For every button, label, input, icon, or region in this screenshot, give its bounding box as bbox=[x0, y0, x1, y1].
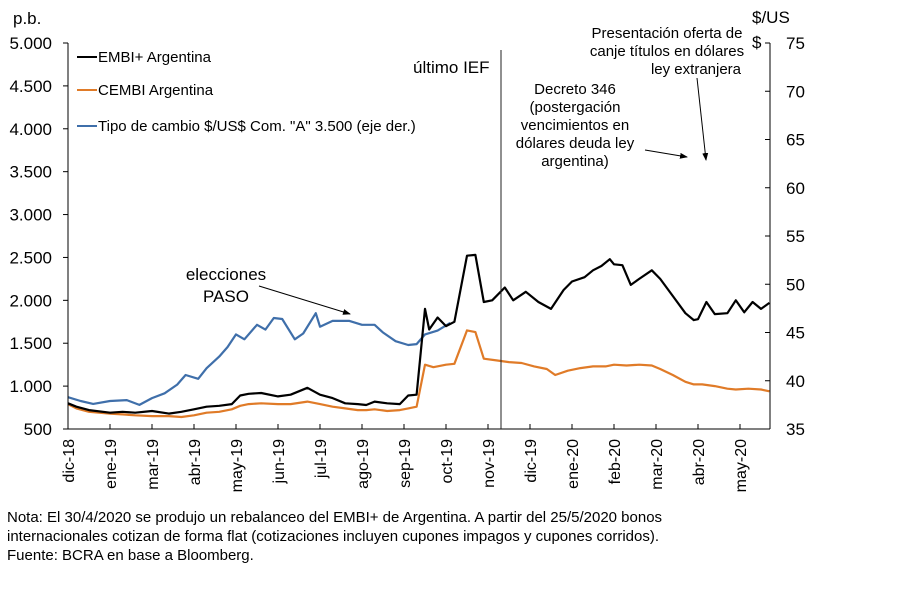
annotation-paso-arrow bbox=[258, 285, 351, 315]
x-tick-label: abr-20 bbox=[691, 439, 708, 485]
legend-label-fx: Tipo de cambio $/US$ Com. "A" 3.500 (eje… bbox=[98, 118, 416, 135]
x-tick-label: abr-19 bbox=[187, 439, 204, 485]
annotation-canje: Presentación oferta de canje títulos en … bbox=[590, 25, 744, 161]
left-tick-label: 1.500 bbox=[9, 334, 52, 353]
left-axis-title: p.b. bbox=[13, 9, 41, 28]
left-tick-label: 2.500 bbox=[9, 248, 52, 267]
x-tick-label: jun-19 bbox=[271, 439, 288, 485]
right-axis: 35 40 45 50 55 60 65 70 75 bbox=[765, 34, 805, 439]
series-line-fx bbox=[67, 312, 451, 406]
annotation-decreto-line4: dólares deuda ley bbox=[516, 135, 635, 152]
right-tick-label: 60 bbox=[786, 179, 805, 198]
left-tick-label: 500 bbox=[24, 420, 52, 439]
right-tick-label: 35 bbox=[786, 420, 805, 439]
x-tick-label: feb-20 bbox=[607, 439, 624, 484]
x-tick-label: ene-19 bbox=[103, 439, 120, 489]
right-axis-title-line2: $ bbox=[752, 33, 762, 52]
series-layer bbox=[67, 253, 771, 419]
annotation-paso-line1: elecciones bbox=[186, 265, 266, 284]
annotation-canje-arrow bbox=[696, 77, 709, 161]
x-axis: dic-18 ene-19 mar-19 abr-19 may-19 jun-19 jul-… bbox=[61, 424, 750, 492]
right-tick-label: 40 bbox=[786, 372, 805, 391]
chart-notes: Nota: El 30/4/2020 se produjo un rebalan… bbox=[7, 508, 907, 565]
note-line-1: Nota: El 30/4/2020 se produjo un rebalan… bbox=[7, 509, 663, 526]
left-tick-label: 3.000 bbox=[9, 206, 52, 225]
x-tick-label: mar-19 bbox=[145, 439, 162, 490]
annotation-decreto: Decreto 346 (postergación vencimientos e… bbox=[516, 81, 688, 170]
annotation-decreto-line1: Decreto 346 bbox=[534, 81, 616, 98]
annotation-paso: elecciones PASO bbox=[186, 265, 351, 315]
left-tick-label: 2.000 bbox=[9, 291, 52, 310]
annotation-decreto-line2: (postergación bbox=[530, 99, 621, 116]
x-tick-label: ago-19 bbox=[355, 439, 372, 489]
right-tick-label: 50 bbox=[786, 275, 805, 294]
x-tick-label: may-19 bbox=[229, 439, 246, 492]
annotation-ultimo-ief: último IEF bbox=[413, 58, 490, 77]
left-tick-label: 1.000 bbox=[9, 377, 52, 396]
annotation-decreto-line3: vencimientos en bbox=[521, 117, 629, 134]
right-tick-label: 75 bbox=[786, 34, 805, 53]
annotation-decreto-line5: argentina) bbox=[541, 153, 609, 170]
left-tick-label: 4.500 bbox=[9, 77, 52, 96]
x-tick-label: jul-19 bbox=[313, 439, 330, 479]
x-tick-label: ene-20 bbox=[565, 439, 582, 489]
right-tick-label: 55 bbox=[786, 227, 805, 246]
annotation-canje-line2: canje títulos en dólares bbox=[590, 43, 744, 60]
left-tick-label: 3.500 bbox=[9, 163, 52, 182]
left-tick-label: 5.000 bbox=[9, 34, 52, 53]
chart: p.b. $/US $ 500 1.000 1.500 2.000 2.500 3.000… bbox=[9, 8, 805, 492]
left-axis: 500 1.000 1.500 2.000 2.500 3.000 3.500 4.000 4.… bbox=[9, 34, 68, 439]
x-tick-label: oct-19 bbox=[439, 439, 456, 484]
annotation-paso-line2: PASO bbox=[203, 287, 249, 306]
annotation-decreto-arrow bbox=[644, 149, 688, 159]
right-tick-label: 65 bbox=[786, 131, 805, 150]
x-tick-label: dic-18 bbox=[61, 439, 78, 483]
x-tick-label: sep-19 bbox=[397, 439, 414, 488]
legend: EMBI+ Argentina CEMBI Argentina Tipo de … bbox=[77, 49, 416, 135]
right-axis-title-line1: $/US bbox=[752, 8, 790, 27]
note-line-3: Fuente: BCRA en base a Bloomberg. bbox=[7, 547, 254, 564]
legend-label-cembi: CEMBI Argentina bbox=[98, 82, 214, 99]
annotation-canje-line3: ley extranjera bbox=[651, 61, 742, 78]
note-line-2: internacionales cotizan de forma flat (c… bbox=[7, 528, 660, 545]
legend-label-embi: EMBI+ Argentina bbox=[98, 49, 212, 66]
x-tick-label: dic-19 bbox=[523, 439, 540, 483]
x-tick-label: may-20 bbox=[733, 439, 750, 492]
right-tick-label: 45 bbox=[786, 324, 805, 343]
left-tick-label: 4.000 bbox=[9, 120, 52, 139]
right-tick-label: 70 bbox=[786, 82, 805, 101]
series-line-cembi bbox=[67, 329, 770, 419]
annotation-canje-line1: Presentación oferta de bbox=[592, 25, 743, 42]
x-tick-label: nov-19 bbox=[481, 439, 498, 488]
x-tick-label: mar-20 bbox=[649, 439, 666, 490]
series-line-embi bbox=[67, 253, 771, 415]
